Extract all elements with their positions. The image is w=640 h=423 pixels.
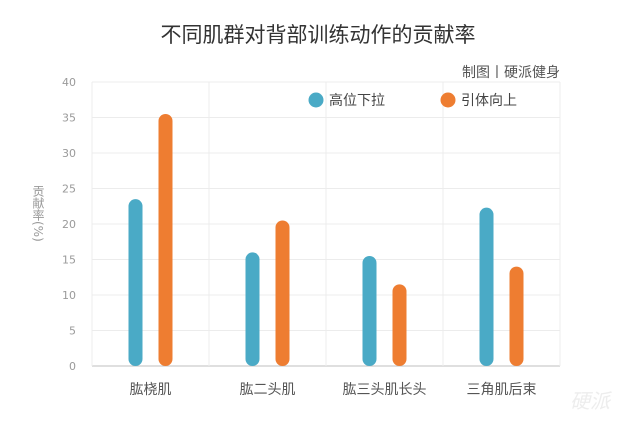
y-tick-label: 0 <box>69 360 76 373</box>
bar-lat-pulldown <box>245 252 260 366</box>
legend: 高位下拉 引体向上 <box>308 92 517 109</box>
axis-layer: 0 5 10 15 20 25 30 35 40 肱桡肌 肱二头肌 肱三头肌长头 三角肌后束 <box>62 76 537 398</box>
y-tick-label: 40 <box>62 76 76 89</box>
watermark-logo: 硬派 <box>570 389 613 413</box>
y-tick-label: 30 <box>62 147 76 160</box>
y-tick-label: 10 <box>62 289 76 302</box>
y-tick-label: 35 <box>62 112 76 125</box>
y-tick-label: 15 <box>62 254 76 267</box>
x-category-label: 肱三头肌长头 <box>343 382 427 398</box>
legend-marker <box>308 92 324 108</box>
x-category-label: 肱桡肌 <box>130 382 172 398</box>
bars-layer <box>128 113 524 366</box>
x-category-label: 三角肌后束 <box>467 382 537 398</box>
bar-pull-up <box>392 284 407 366</box>
bar-lat-pulldown <box>362 255 377 366</box>
bar-lat-pulldown <box>128 199 143 366</box>
chart-title: 不同肌群对背部训练动作的贡献率 <box>161 23 476 47</box>
chart-credit: 制图丨硬派健身 <box>462 65 560 81</box>
y-tick-label: 5 <box>69 325 76 338</box>
bar-pull-up <box>509 266 524 366</box>
bar-lat-pulldown <box>479 207 494 366</box>
legend-label: 高位下拉 <box>329 92 385 109</box>
y-axis-label: 贡献率(%) <box>31 185 45 242</box>
y-tick-label: 20 <box>62 218 76 231</box>
legend-marker <box>440 92 456 108</box>
bar-pull-up <box>158 113 173 366</box>
x-category-label: 肱二头肌 <box>240 382 296 398</box>
y-tick-label: 25 <box>62 183 76 196</box>
bar-pull-up <box>275 220 290 366</box>
legend-label: 引体向上 <box>461 93 517 109</box>
